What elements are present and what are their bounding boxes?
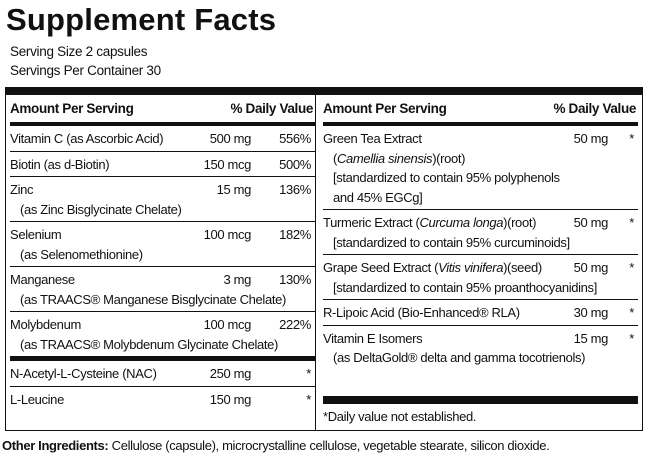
- amount: 250 mg: [209, 366, 252, 381]
- ingredient-line: L-Leucine: [10, 391, 64, 407]
- daily-value: 136%: [279, 182, 311, 197]
- ingredient-text: (: [333, 150, 337, 166]
- serving-size: Serving Size 2 capsules: [10, 44, 148, 59]
- servings-per-container: Servings Per Container 30: [10, 63, 161, 78]
- amount: 3 mg: [223, 272, 251, 287]
- ingredient-row: N-Acetyl-L-Cysteine (NAC) 250 mg *: [10, 361, 315, 387]
- daily-value: 182%: [279, 227, 311, 242]
- other-ingredients-label: Other Ingredients:: [2, 438, 109, 453]
- daily-value: 130%: [279, 272, 311, 287]
- thick-rule: [5, 87, 643, 95]
- ingredient-line: Selenium: [10, 227, 62, 242]
- amount: 30 mg: [573, 305, 609, 320]
- ingredient-line: [standardized to contain 95% curcuminoid…: [333, 234, 570, 250]
- footnote: *Daily value not established.: [323, 409, 477, 424]
- amount: 150 mg: [209, 391, 252, 407]
- right-column: Amount Per Serving % Daily Value Green T…: [323, 95, 638, 430]
- ingredient-line: [standardized to contain 95% proanthocya…: [333, 279, 597, 295]
- amount: 50 mg: [573, 215, 609, 230]
- ingredient-text: Vitis vinifera: [438, 260, 504, 275]
- thick-rule: [323, 396, 638, 404]
- amount: 100 mcg: [203, 227, 252, 242]
- ingredient-row: Zinc (as Zinc Bisglycinate Chelate) 15 mg 1…: [10, 177, 315, 222]
- daily-value: *: [629, 215, 634, 230]
- ingredient-line: Manganese: [10, 272, 75, 287]
- other-ingredients-text: Cellulose (capsule), microcrystalline ce…: [111, 438, 550, 453]
- ingredient-line: Green Tea Extract: [323, 131, 422, 146]
- ingredient-line: Zinc: [10, 182, 34, 197]
- amount: 50 mg: [573, 260, 609, 275]
- facts-table: Amount Per Serving % Daily Value Vitamin…: [5, 95, 643, 431]
- ingredient-line: and 45% EGCg]: [333, 189, 423, 205]
- ingredient-line: R-Lipoic Acid (Bio-Enhanced® RLA): [323, 305, 520, 320]
- ingredient-row: Vitamin E Isomers (as DeltaGold® delta an…: [323, 326, 638, 370]
- ingredient-row: Vitamin C (as Ascorbic Acid) 500 mg 556%: [10, 126, 315, 152]
- ingredient-line: Molybdenum: [10, 317, 81, 332]
- ingredient-row: Selenium (as Selenomethionine) 100 mcg 182%: [10, 222, 315, 267]
- ingredient-line: Biotin (as d-Biotin): [10, 156, 110, 172]
- ingredient-line: N-Acetyl-L-Cysteine (NAC): [10, 366, 157, 381]
- ingredient-text: Grape Seed Extract (: [323, 260, 439, 275]
- header-row: Amount Per Serving % Daily Value: [10, 95, 315, 126]
- header-amount: Amount Per Serving: [323, 101, 447, 116]
- ingredient-line: (as DeltaGold® delta and gamma tocotrien…: [333, 350, 586, 365]
- ingredient-line: (as Zinc Bisglycinate Chelate): [20, 201, 182, 217]
- ingredient-line: Turmeric Extract (Curcuma longa)(root): [323, 213, 638, 233]
- daily-value: 500%: [279, 156, 311, 172]
- ingredient-text: Curcuma longa: [419, 215, 504, 230]
- daily-value: *: [306, 366, 311, 381]
- title: Supplement Facts: [6, 2, 277, 37]
- header-daily-value: % Daily Value: [553, 101, 637, 116]
- amount: 50 mg: [573, 131, 609, 146]
- ingredient-text: Camellia sinensis: [336, 150, 433, 166]
- daily-value: *: [629, 305, 634, 320]
- amount: 15 mg: [216, 182, 252, 197]
- ingredient-line: Vitamin C (as Ascorbic Acid): [10, 131, 164, 146]
- ingredient-line: [standardized to contain 95% polyphenols: [333, 170, 560, 185]
- ingredient-row: Biotin (as d-Biotin) 150 mcg 500%: [10, 152, 315, 177]
- ingredient-row: R-Lipoic Acid (Bio-Enhanced® RLA) 30 mg *: [323, 300, 638, 326]
- ingredient-row: Turmeric Extract (Curcuma longa)(root) [s…: [323, 210, 638, 255]
- left-column: Amount Per Serving % Daily Value Vitamin…: [10, 95, 316, 430]
- ingredient-text: Turmeric Extract (: [323, 215, 420, 230]
- ingredient-line: Grape Seed Extract (Vitis vinifera)(seed…: [323, 258, 638, 278]
- header-daily-value: % Daily Value: [230, 101, 314, 116]
- ingredient-row: Manganese (as TRAACS® Manganese Bisglycin…: [10, 267, 315, 312]
- amount: 150 mcg: [203, 156, 252, 172]
- daily-value: 222%: [279, 317, 311, 332]
- amount: 100 mcg: [203, 317, 252, 332]
- ingredient-line: Vitamin E Isomers: [323, 330, 423, 346]
- daily-value: *: [306, 391, 311, 407]
- ingredient-row: Molybdenum (as TRAACS® Molybdenum Glycina…: [10, 312, 315, 361]
- other-ingredients: Other Ingredients: Cellulose (capsule), …: [2, 438, 550, 453]
- header-row: Amount Per Serving % Daily Value: [323, 95, 638, 126]
- daily-value: *: [629, 131, 634, 146]
- ingredient-row: Green Tea Extract (Camellia sinensis)(roo…: [323, 126, 638, 210]
- daily-value: *: [629, 330, 634, 346]
- ingredient-line: (as Selenomethionine): [20, 246, 143, 262]
- amount: 15 mg: [573, 330, 609, 346]
- ingredient-text: )(seed): [503, 260, 542, 275]
- ingredient-line: (as TRAACS® Molybdenum Glycinate Chelate…: [20, 336, 278, 352]
- ingredient-line: (Camellia sinensis)(root): [323, 149, 638, 169]
- ingredient-row: L-Leucine 150 mg *: [10, 387, 315, 412]
- daily-value: *: [629, 260, 634, 275]
- ingredient-row: Grape Seed Extract (Vitis vinifera)(seed…: [323, 255, 638, 300]
- daily-value: 556%: [279, 131, 311, 146]
- amount: 500 mg: [209, 131, 252, 146]
- header-amount: Amount Per Serving: [10, 101, 134, 116]
- ingredient-line: (as TRAACS® Manganese Bisglycinate Chela…: [20, 291, 286, 307]
- ingredient-text: )(root): [432, 150, 466, 166]
- ingredient-text: )(root): [503, 215, 537, 230]
